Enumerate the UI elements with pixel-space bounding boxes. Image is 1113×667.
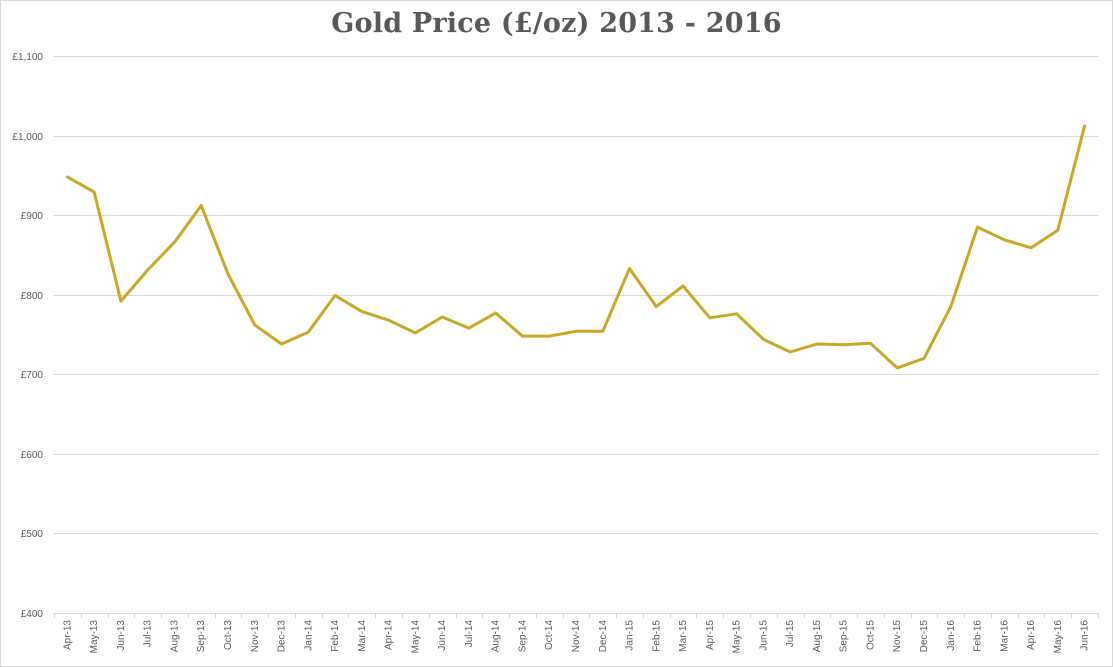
x-tick-label: Mar-15	[678, 620, 689, 652]
x-tick-label: Jan-14	[303, 620, 314, 651]
x-tick-label: Mar-16	[999, 620, 1010, 652]
x-tick-label: Aug-14	[491, 620, 502, 653]
x-tick-label: Jan-16	[946, 620, 957, 651]
x-tick-label: Sep-14	[517, 620, 528, 653]
x-tick-label: Oct-14	[544, 620, 555, 650]
y-tick-label: £600	[21, 450, 44, 461]
x-axis-tick-labels: Apr-13 May-13 Jun-13 Jul-13 Aug-13 Sep-13 Oct-…	[62, 620, 1090, 654]
x-tick-label: Jun-15	[758, 620, 769, 651]
x-tick-label: Feb-14	[330, 620, 341, 652]
x-tick-label: May-15	[732, 620, 743, 654]
x-tick-label: May-16	[1053, 620, 1064, 654]
x-tick-label: Jul-13	[143, 620, 154, 648]
gridlines	[54, 56, 1098, 534]
y-tick-label: £500	[21, 529, 44, 540]
y-tick-label: £400	[21, 609, 44, 620]
x-tick-label: Feb-15	[651, 620, 662, 652]
x-tick-label: Apr-14	[384, 620, 395, 650]
x-tick-label: Aug-13	[169, 620, 180, 653]
x-tick-label: Feb-16	[973, 620, 984, 652]
x-axis	[54, 613, 1099, 618]
x-tick-label: Jun-13	[116, 620, 127, 651]
y-tick-label: £800	[21, 291, 44, 302]
x-tick-label: Nov-14	[571, 620, 582, 653]
x-tick-label: Jun-14	[437, 620, 448, 651]
y-tick-label: £1,000	[12, 132, 43, 143]
x-tick-label: Sep-15	[839, 620, 850, 653]
y-axis-tick-labels: £400 £500 £600 £700 £800 £900 £1,000 £1,100	[12, 52, 43, 620]
x-tick-label: Aug-15	[812, 620, 823, 653]
x-tick-label: Dec-13	[277, 620, 288, 653]
x-tick-label: Oct-15	[865, 620, 876, 650]
x-tick-label: Apr-13	[62, 620, 73, 650]
series-lines	[65, 124, 1087, 370]
x-tick-label: Apr-16	[1026, 620, 1037, 650]
x-tick-label: Oct-13	[223, 620, 234, 650]
x-tick-label: Dec-15	[919, 620, 930, 653]
x-tick-label: May-14	[410, 620, 421, 654]
x-tick-label: Sep-13	[196, 620, 207, 653]
x-tick-label: Jul-15	[785, 620, 796, 648]
y-tick-label: £900	[21, 211, 44, 222]
x-tick-label: Jul-14	[464, 620, 475, 648]
x-tick-label: Nov-13	[250, 620, 261, 653]
x-tick-label: May-13	[89, 620, 100, 654]
x-tick-label: Dec-14	[598, 620, 609, 653]
x-tick-label: Mar-14	[357, 620, 368, 652]
x-tick-label: Apr-15	[705, 620, 716, 650]
chart-title: Gold Price (£/oz) 2013 - 2016	[331, 8, 782, 39]
x-tick-label: Jun-16	[1080, 620, 1091, 651]
x-tick-label: Jan-15	[625, 620, 636, 651]
y-tick-label: £1,100	[12, 52, 43, 63]
y-tick-label: £700	[21, 370, 44, 381]
series-line	[65, 124, 1087, 370]
x-tick-label: Nov-15	[892, 620, 903, 653]
